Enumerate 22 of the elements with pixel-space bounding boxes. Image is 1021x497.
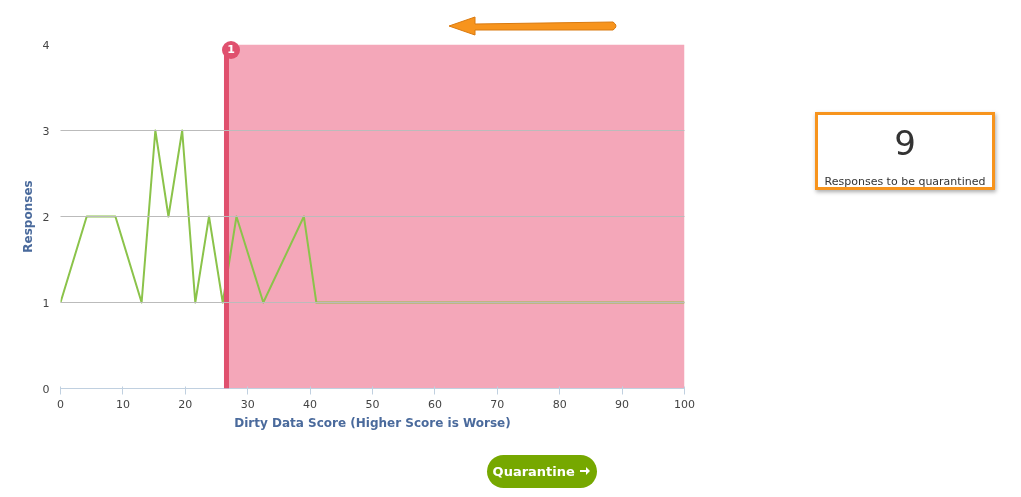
x-tick-label: 70 xyxy=(490,397,505,411)
x-tick-label: 100 xyxy=(674,397,695,411)
annotation: 1 xyxy=(222,41,240,59)
x-tick-label: 90 xyxy=(615,397,630,411)
text: Responses to be quarantined xyxy=(823,173,987,190)
text: 9 xyxy=(893,122,917,165)
x-tick-label: 40 xyxy=(303,397,318,411)
y-tick-label: 3 xyxy=(42,124,50,138)
x-tick-label: 80 xyxy=(552,397,567,411)
x-axis-title: Dirty Data Score (Higher Score is Worse) xyxy=(234,415,511,430)
x-tick-label: 20 xyxy=(178,397,193,411)
y-tick-label: 4 xyxy=(42,38,50,52)
x-tick-label: 30 xyxy=(240,397,255,411)
x-tick-label: 10 xyxy=(115,397,130,411)
x-tick-label: 60 xyxy=(427,397,442,411)
y-tick-label: 2 xyxy=(42,210,50,224)
y-tick-label: 0 xyxy=(42,382,50,396)
y-axis-title: Responses xyxy=(20,180,35,253)
y-tick-label: 1 xyxy=(42,296,50,310)
x-tick-label: 50 xyxy=(365,397,380,411)
text: Quarantine xyxy=(487,455,597,488)
x-tick-label: 0 xyxy=(57,397,64,411)
